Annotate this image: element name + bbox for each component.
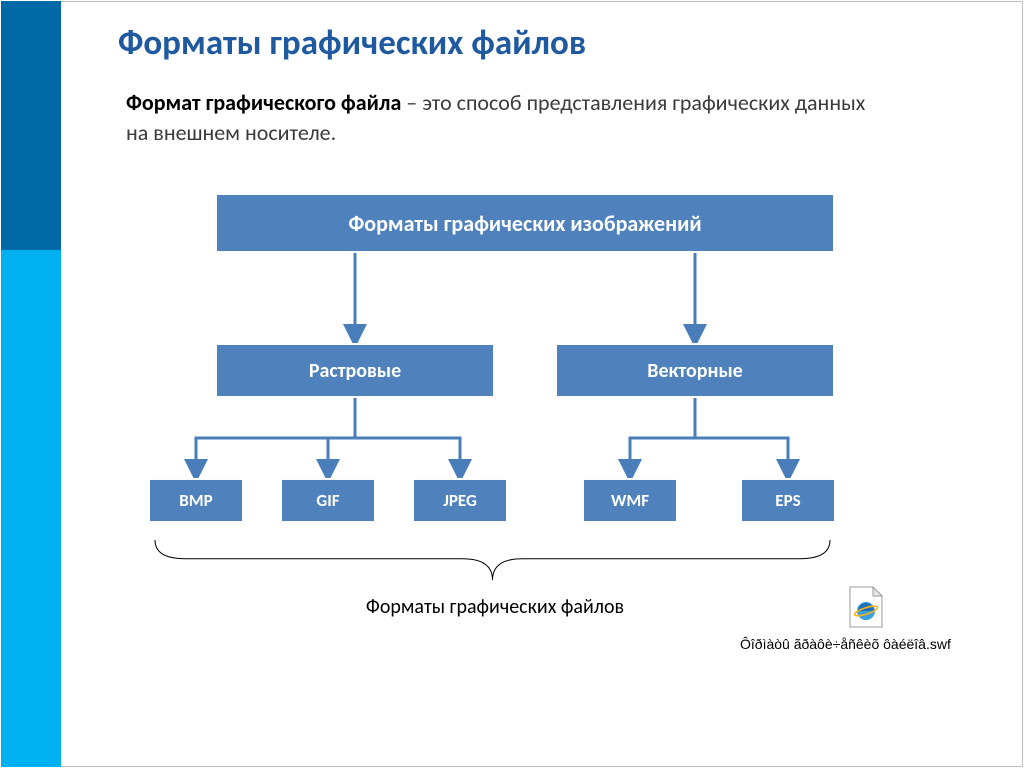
curly-brace <box>0 0 1024 768</box>
file-link-icon[interactable] <box>847 585 885 629</box>
file-link-name: Ôîðìàòû ãðàôè÷åñêèõ ôàéëîâ.swf <box>740 636 951 652</box>
brace-caption: Форматы графических файлов <box>310 595 680 619</box>
slide-frame: Форматы графических файлов Формат графич… <box>0 0 1024 768</box>
